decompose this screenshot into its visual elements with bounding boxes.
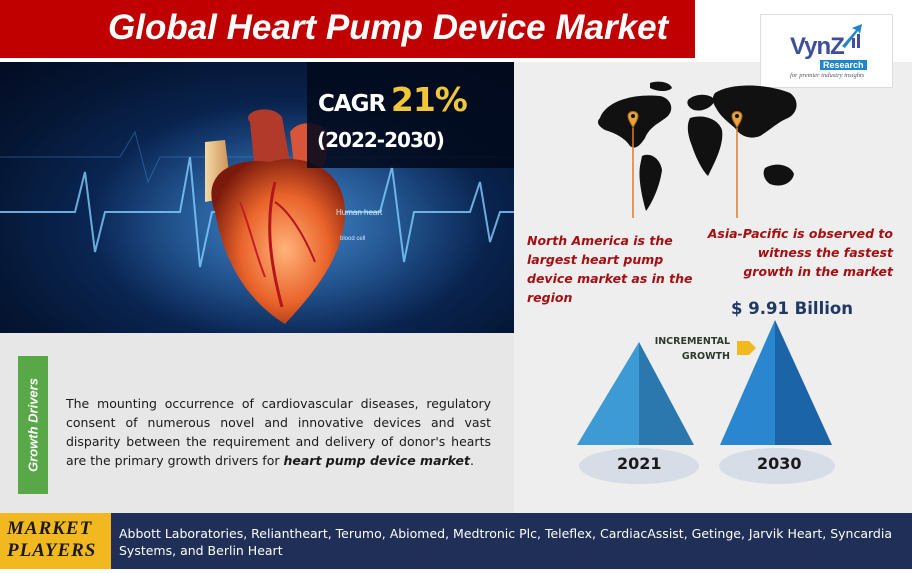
growth-drivers-text: The mounting occurrence of cardiovascula… (66, 394, 491, 470)
logo-brand: VynZ (790, 33, 845, 60)
incremental-line1: INCREMENTAL (654, 336, 730, 347)
drivers-text-main: The mounting occurrence of cardiovascula… (66, 396, 491, 468)
market-value-2030: $ 9.91 Billion (731, 299, 853, 318)
cagr-label: CAGR (318, 91, 386, 117)
growth-drivers-label: Growth Drivers (25, 378, 41, 472)
growth-drivers-tab (18, 356, 48, 494)
incremental-growth-label: INCREMENTAL GROWTH (650, 334, 730, 364)
base-2030 (719, 448, 835, 484)
logo-sub: Research (820, 60, 867, 70)
world-map (597, 81, 797, 218)
growth-pyramids (577, 320, 835, 484)
market-players-label: MARKET PLAYERS (7, 518, 96, 562)
logo-arrow-icon (842, 24, 862, 48)
market-players-list: Abbott Laboratories, Reliantheart, Terum… (119, 526, 892, 558)
title-banner (0, 0, 695, 58)
heart-label: Human heart (336, 208, 383, 217)
location-pin-icon (731, 111, 743, 129)
base-2021 (579, 448, 699, 484)
drivers-text-emphasis: heart pump device market (283, 453, 470, 468)
market-players-bar (0, 513, 912, 569)
year-2030-label: 2030 (757, 454, 802, 473)
cagr-value: 21% (390, 80, 468, 119)
forecast-period: (2022-2030) (317, 128, 445, 152)
market-players-label-box (0, 513, 111, 569)
location-pin-icon (627, 111, 639, 129)
pyramid-2030 (720, 320, 775, 445)
vessel-label: blood cell (340, 236, 365, 242)
logo-tagline: for premier industry insights (790, 72, 865, 79)
growth-drivers-panel (0, 333, 514, 513)
north-america-note: North America is the largest heart pump … (527, 233, 693, 305)
players-label-line2: PLAYERS (7, 540, 97, 561)
pyramid-2021 (577, 342, 639, 445)
players-label-line1: MARKET (7, 518, 93, 539)
year-2021-label: 2021 (617, 454, 662, 473)
drivers-text-end: . (470, 453, 474, 468)
asia-pacific-note: Asia-Pacific is observed to witness the … (707, 226, 893, 279)
arrow-right-icon (737, 341, 756, 355)
cagr-panel (307, 62, 514, 168)
page-title: Global Heart Pump Device Market (108, 8, 669, 47)
company-logo (760, 14, 893, 88)
cagr-line: CAGR 21% (318, 80, 468, 119)
incremental-line2: GROWTH (681, 351, 730, 362)
